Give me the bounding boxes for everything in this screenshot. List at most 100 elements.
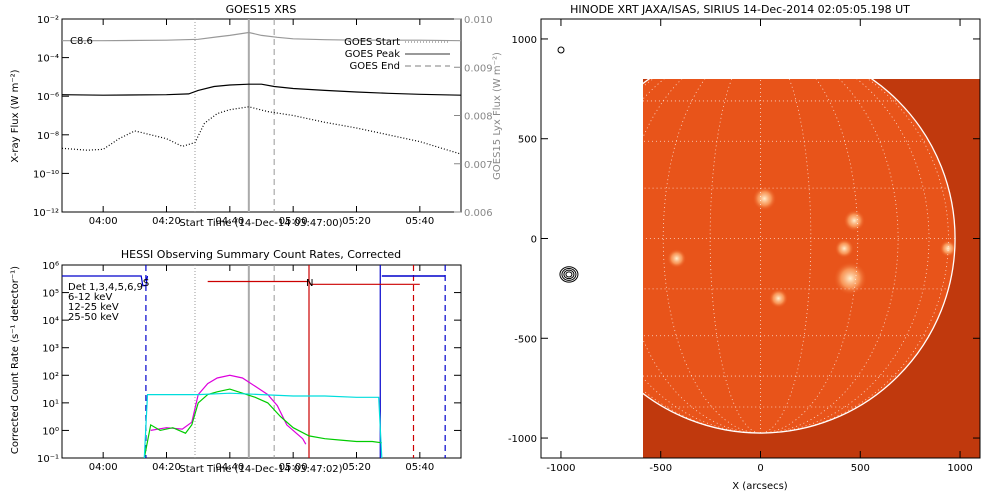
active-region xyxy=(667,248,687,269)
y-tick-label: 10⁻⁸ xyxy=(37,131,59,142)
hessi-source-contour xyxy=(559,266,579,283)
flag-label: S xyxy=(143,278,149,289)
y-tick-label: 10⁻¹⁰ xyxy=(33,169,59,180)
legend-label: Det 1,3,4,5,6,9 xyxy=(68,282,143,293)
hessi-axes: 04:00 04:20 04:40 05:00 05:20 05:40 10⁻¹ 10⁰ 10¹… xyxy=(37,261,461,473)
goes-series xyxy=(62,31,461,155)
x-tick-label: 05:40 xyxy=(405,216,434,227)
series-6-12-kev xyxy=(150,374,307,445)
x-tick-label: -1000 xyxy=(546,463,575,474)
goes-event-markers xyxy=(194,19,275,212)
xrt-panel: HINODE XRT JAXA/ISAS, SIRIUS 14-Dec-2014… xyxy=(508,3,981,492)
solar-limb xyxy=(643,79,956,434)
y-tick-label: 10³ xyxy=(42,344,59,355)
y2-tick-label: 0.008 xyxy=(464,112,493,123)
xrt-title: HINODE XRT JAXA/ISAS, SIRIUS 14-Dec-2014… xyxy=(570,3,910,16)
goes-ylabel: X-ray Flux (W m⁻²) xyxy=(10,69,21,162)
y-tick-label: -1000 xyxy=(508,434,537,445)
flag-label: N xyxy=(306,278,313,289)
y-tick-label: 10⁻¹² xyxy=(33,208,59,219)
x-tick-label: 05:00 xyxy=(279,216,308,227)
goes-title: GOES15 XRS xyxy=(226,3,297,16)
solar-disk xyxy=(643,79,955,433)
goes-panel: GOES15 XRS 04:00 04:20 04:40 05:00 05:20 05:4… xyxy=(10,3,503,229)
y-tick-label: 10⁻⁴ xyxy=(37,54,59,65)
contour-ring xyxy=(561,267,577,281)
active-region xyxy=(939,240,957,257)
lon-gridline xyxy=(760,79,812,434)
y-tick-label: -500 xyxy=(514,334,537,345)
y-tick-label: 10¹ xyxy=(42,399,59,410)
legend-label: GOES End xyxy=(350,61,400,72)
x-tick-label: 05:00 xyxy=(279,462,308,473)
y-tick-label: 10⁵ xyxy=(42,289,59,300)
legend-label: 12-25 keV xyxy=(68,302,119,313)
lon-gridline xyxy=(760,79,949,434)
y-tick-label: 10² xyxy=(42,371,59,382)
legend-label: 25-50 keV xyxy=(68,312,119,323)
x-tick-label: 1000 xyxy=(947,463,972,474)
xrt-axes: -1000 -500 0 500 1000 -1000 -500 0 500 1000 xyxy=(508,19,980,474)
y-tick-label: 10⁰ xyxy=(42,426,59,437)
y2-tick-label: 0.010 xyxy=(464,15,493,26)
series-n xyxy=(207,280,420,285)
contour-ring xyxy=(565,271,573,278)
series-long xyxy=(62,83,461,96)
active-region xyxy=(834,238,854,259)
legend-label: GOES Peak xyxy=(345,49,400,60)
lon-gridline xyxy=(643,79,761,434)
y-tick-label: 500 xyxy=(518,135,537,146)
active-region xyxy=(843,209,866,232)
y-tick-label: 10⁶ xyxy=(42,261,59,272)
x-tick-label: 05:20 xyxy=(342,462,371,473)
contour-ring xyxy=(559,266,579,283)
x-tick-label: 04:40 xyxy=(215,462,244,473)
beam-size-marker xyxy=(557,46,565,54)
hessi-title: HESSI Observing Summary Count Rates, Cor… xyxy=(121,248,401,261)
y2-tick-label: 0.006 xyxy=(464,208,493,219)
lon-gridline xyxy=(643,79,761,434)
lon-gridline xyxy=(760,79,899,434)
x-tick-label: 04:40 xyxy=(215,216,244,227)
y-tick-label: 1000 xyxy=(512,35,537,46)
active-region xyxy=(833,261,868,296)
series-12-25-kev xyxy=(143,388,382,458)
series-s xyxy=(62,275,149,287)
x-tick-label: -500 xyxy=(649,463,672,474)
lon-gridline xyxy=(760,79,930,434)
x-tick-label: 04:20 xyxy=(152,462,181,473)
hessi-ylabel: Corrected Count Rate (s⁻¹ detector⁻¹) xyxy=(10,266,21,454)
xrt-image xyxy=(643,79,980,458)
series-short xyxy=(62,106,461,155)
y-tick-label: 10⁴ xyxy=(42,316,59,327)
hessi-panel: HESSI Observing Summary Count Rates, Cor… xyxy=(10,248,462,475)
x-tick-label: 05:20 xyxy=(342,216,371,227)
x-tick-label: 05:40 xyxy=(405,462,434,473)
xrt-xlabel: X (arcsecs) xyxy=(732,481,788,492)
hessi-xlabel: Start Time (14-Dec-14 03:47:02) xyxy=(179,464,342,475)
legend-label: 6-12 keV xyxy=(68,292,112,303)
x-tick-label: 0 xyxy=(757,463,763,474)
contour-ring xyxy=(563,269,575,280)
active-region xyxy=(768,288,789,308)
y-tick-label: 10⁻¹ xyxy=(37,454,59,465)
active-region xyxy=(752,186,777,211)
series-lyman-alpha xyxy=(62,31,461,42)
goes-xlabel: Start Time (14-Dec-14 03:47:00) xyxy=(179,218,342,229)
x-tick-label: 04:00 xyxy=(89,216,118,227)
y2-tick-label: 0.007 xyxy=(464,160,493,171)
y-tick-label: 0 xyxy=(531,235,537,246)
y2-tick-label: 0.009 xyxy=(464,63,493,74)
lon-gridline xyxy=(709,79,761,434)
y-tick-label: 10⁻⁶ xyxy=(37,92,59,103)
goes-axes: 04:00 04:20 04:40 05:00 05:20 05:40 10⁻¹² 10⁻¹⁰… xyxy=(33,15,493,227)
x-tick-label: 500 xyxy=(851,463,870,474)
hessi-plot-frame xyxy=(61,264,462,459)
goes-y2label: GOES15 Lyx Flux (W m⁻²) xyxy=(492,52,503,180)
goes-class-annotation: C8.6 xyxy=(70,36,93,47)
goes-plot-frame xyxy=(61,18,462,213)
legend-label: GOES Start xyxy=(344,37,400,48)
